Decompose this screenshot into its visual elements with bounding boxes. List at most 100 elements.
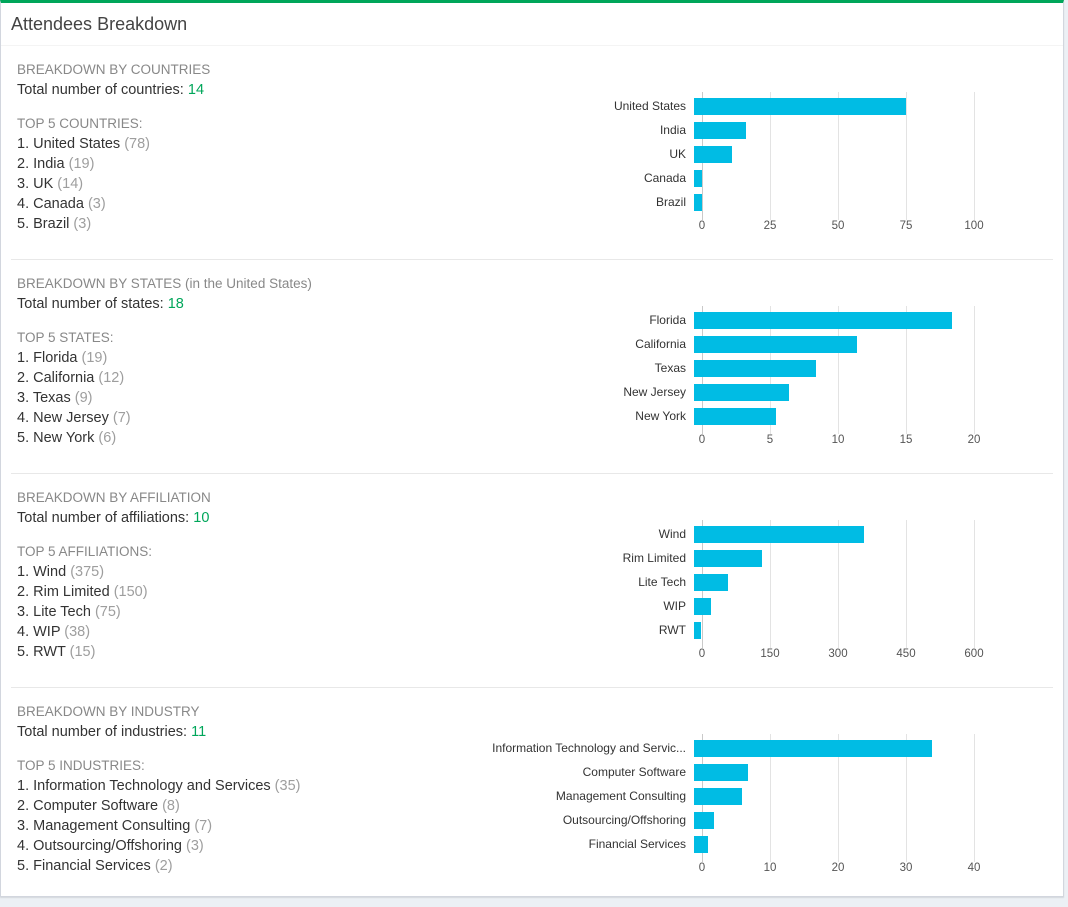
bar-rim-limited[interactable] (694, 549, 762, 567)
category-label: Lite Tech (638, 575, 686, 589)
bar-financial-services[interactable] (694, 835, 708, 853)
section-info: BREAKDOWN BY STATES (in the United State… (17, 270, 462, 448)
item-count: (8) (162, 798, 180, 814)
item-count: (3) (73, 216, 92, 232)
bar-brazil[interactable] (694, 193, 703, 211)
bar-track (694, 359, 966, 377)
chart-x-axis: 0 5 10 15 20 (699, 434, 981, 452)
item-name: United States (33, 136, 125, 152)
bar-texas[interactable] (694, 359, 817, 377)
bar-lite-tech[interactable] (694, 573, 728, 591)
chart-row: Computer Software (462, 760, 994, 784)
top-list: 1. Florida (19) 2. California (12) 3. Texa… (17, 348, 462, 448)
bar-computer-software[interactable] (694, 763, 749, 781)
x-tick-label: 300 (828, 648, 848, 660)
top-list: 1. Information Technology and Services (… (17, 776, 462, 876)
bar-california[interactable] (694, 335, 858, 353)
total-label: Total number of affiliations: (17, 510, 190, 526)
chart-row: Information Technology and Servic... (462, 736, 994, 760)
x-tick-label: 25 (763, 220, 777, 232)
top-list-item: 2. California (12) (17, 368, 462, 388)
chart-row: Management Consulting (462, 784, 994, 808)
industry-bar-chart: Information Technology and Servic... Comp… (462, 734, 994, 880)
bar-uk[interactable] (694, 145, 733, 163)
item-name: Brazil (33, 216, 74, 232)
top-list-item: 1. United States (78) (17, 134, 462, 154)
item-count: (375) (70, 564, 105, 580)
bar-new-york[interactable] (694, 407, 776, 425)
bar-rwt[interactable] (694, 621, 701, 639)
item-count: (75) (94, 604, 121, 620)
affiliation-bar-chart: Wind Rim Limited Lite Tech WIP RWT 0 150 300 45… (462, 520, 994, 666)
top-list-item: 1. Information Technology and Services (… (17, 776, 462, 796)
x-tick-label: 100 (964, 220, 984, 232)
top-list-item: 5. Brazil (3) (17, 214, 462, 234)
total-value: 11 (191, 724, 207, 740)
category-label: Information Technology and Servic... (492, 741, 686, 755)
category-label: Brazil (655, 195, 686, 209)
bar-track (694, 193, 966, 211)
bar-outsourcing-offshoring[interactable] (694, 811, 715, 829)
bar-track (694, 311, 966, 329)
item-count: (38) (64, 624, 91, 640)
item-count: (2) (154, 858, 173, 874)
category-label: Texas (654, 361, 686, 375)
section-heading: BREAKDOWN BY STATES (in the United State… (17, 276, 312, 291)
item-name: Wind (33, 564, 71, 580)
chart-row: Outsourcing/Offshoring (462, 808, 994, 832)
item-rank: 5. (17, 216, 34, 232)
top-list: 1. Wind (375) 2. Rim Limited (150) 3. Lite… (17, 562, 462, 662)
total-label: Total number of states: (17, 296, 164, 312)
total-label: Total number of countries: (17, 82, 184, 98)
bar-information-technology-and-servic[interactable] (694, 739, 932, 757)
top-heading: TOP 5 AFFILIATIONS: (17, 544, 153, 559)
chart-row: Brazil (462, 190, 994, 214)
category-label: Canada (643, 171, 686, 185)
section-info: BREAKDOWN BY COUNTRIES Total number of c… (17, 56, 462, 234)
x-tick-label: 600 (964, 648, 984, 660)
x-tick-label: 450 (896, 648, 916, 660)
bar-india[interactable] (694, 121, 746, 139)
chart-row: Texas (462, 356, 994, 380)
item-count: (7) (194, 818, 213, 834)
countries-bar-chart: United States India UK Canada Brazil 0 25 50 75… (462, 92, 994, 238)
total-line: Total number of countries: 14 (17, 80, 462, 100)
bar-united-states[interactable] (694, 97, 907, 115)
item-rank: 1. (17, 778, 34, 794)
chart-rows: Wind Rim Limited Lite Tech WIP RWT (462, 520, 994, 644)
section-info: BREAKDOWN BY INDUSTRY Total number of in… (17, 698, 462, 876)
bar-management-consulting[interactable] (694, 787, 742, 805)
item-rank: 3. (17, 818, 34, 834)
item-rank: 3. (17, 176, 34, 192)
bar-track (694, 763, 966, 781)
top-list-item: 2. Rim Limited (150) (17, 582, 462, 602)
total-line: Total number of industries: 11 (17, 722, 462, 742)
item-name: Outsourcing/Offshoring (33, 838, 186, 854)
bar-florida[interactable] (694, 311, 953, 329)
chart-rows: United States India UK Canada Brazil (462, 92, 994, 216)
bar-wind[interactable] (694, 525, 864, 543)
item-rank: 4. (17, 410, 34, 426)
item-count: (19) (68, 156, 95, 172)
item-rank: 2. (17, 156, 34, 172)
item-count: (14) (57, 176, 84, 192)
top-list-item: 1. Wind (375) (17, 562, 462, 582)
total-label: Total number of industries: (17, 724, 188, 740)
top-list-item: 4. Canada (3) (17, 194, 462, 214)
chart-row: India (462, 118, 994, 142)
x-tick-label: 0 (698, 862, 706, 874)
item-name: Information Technology and Services (33, 778, 275, 794)
bar-new-jersey[interactable] (694, 383, 790, 401)
panel-body: BREAKDOWN BY COUNTRIES Total number of c… (1, 46, 1063, 896)
bar-wip[interactable] (694, 597, 712, 615)
bar-canada[interactable] (694, 169, 703, 187)
chart-row: California (462, 332, 994, 356)
chart-row: WIP (462, 594, 994, 618)
section-countries: BREAKDOWN BY COUNTRIES Total number of c… (11, 46, 1053, 260)
panel-title: Attendees Breakdown (11, 14, 188, 34)
item-name: Financial Services (33, 858, 155, 874)
category-label: RWT (658, 623, 686, 637)
item-name: Texas (32, 390, 75, 406)
states-bar-chart: Florida California Texas New Jersey New York… (462, 306, 994, 452)
bar-track (694, 525, 966, 543)
